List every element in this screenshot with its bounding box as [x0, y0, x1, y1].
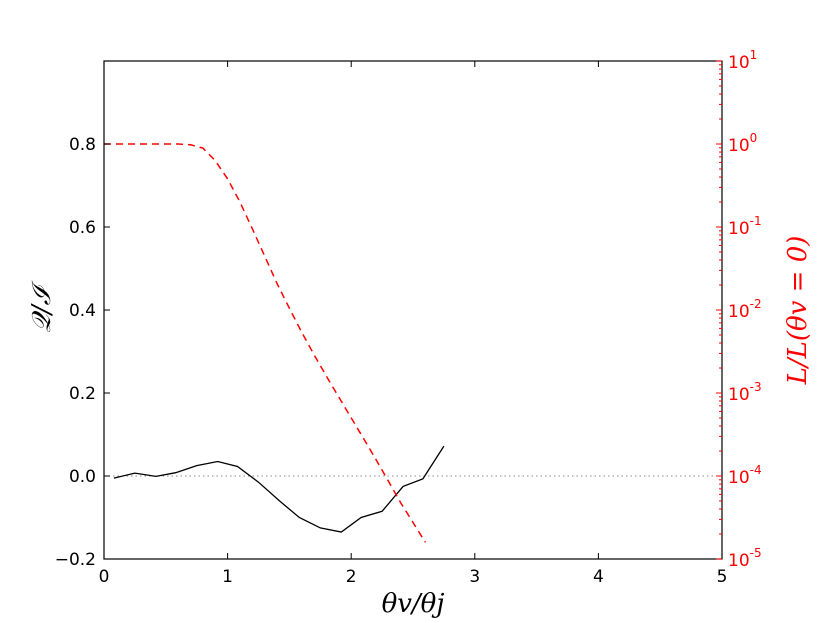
left-y-tick-label: 0.4: [69, 301, 96, 321]
left-y-tick-label: −0.2: [55, 550, 96, 570]
right-y-tick-label: 101: [728, 48, 757, 73]
x-axis-label: θv/θj: [382, 589, 445, 619]
x-tick-label: 0: [99, 567, 110, 587]
left-y-tick-label: 0.6: [69, 218, 96, 238]
left-y-tick-label: 0.2: [69, 384, 96, 404]
right-y-tick-label: 10-5: [728, 546, 762, 571]
polarization-line: [113, 445, 445, 533]
right-y-tick-label: 10-1: [728, 214, 762, 239]
series-layer: [104, 143, 445, 543]
x-tick-label: 3: [469, 567, 480, 587]
ticks-layer: 0 1 2 3 4 5 −0.2 0.0 0.2 0.4 0.6 0.8 10-5 10-4 10-3 10-…: [55, 48, 762, 587]
luminosity-dashed-line: [104, 143, 427, 543]
x-tick-label: 5: [717, 567, 728, 587]
right-y-tick-label: 10-4: [728, 463, 762, 488]
left-y-tick-label: 0.0: [69, 467, 96, 487]
right-y-tick-label: 10-2: [728, 297, 762, 322]
x-tick-label: 2: [346, 567, 357, 587]
left-y-axis-label: 𝒬/ℐ: [27, 280, 57, 332]
left-y-tick-label: 0.8: [69, 135, 96, 155]
plot-frame: [103, 60, 723, 560]
right-y-tick-label: 100: [728, 131, 757, 156]
right-y-axis-label: L/L(θv = 0): [783, 236, 813, 386]
right-y-tick-label: 10-3: [728, 380, 762, 405]
x-tick-label: 1: [222, 567, 233, 587]
x-tick-label: 4: [593, 567, 604, 587]
